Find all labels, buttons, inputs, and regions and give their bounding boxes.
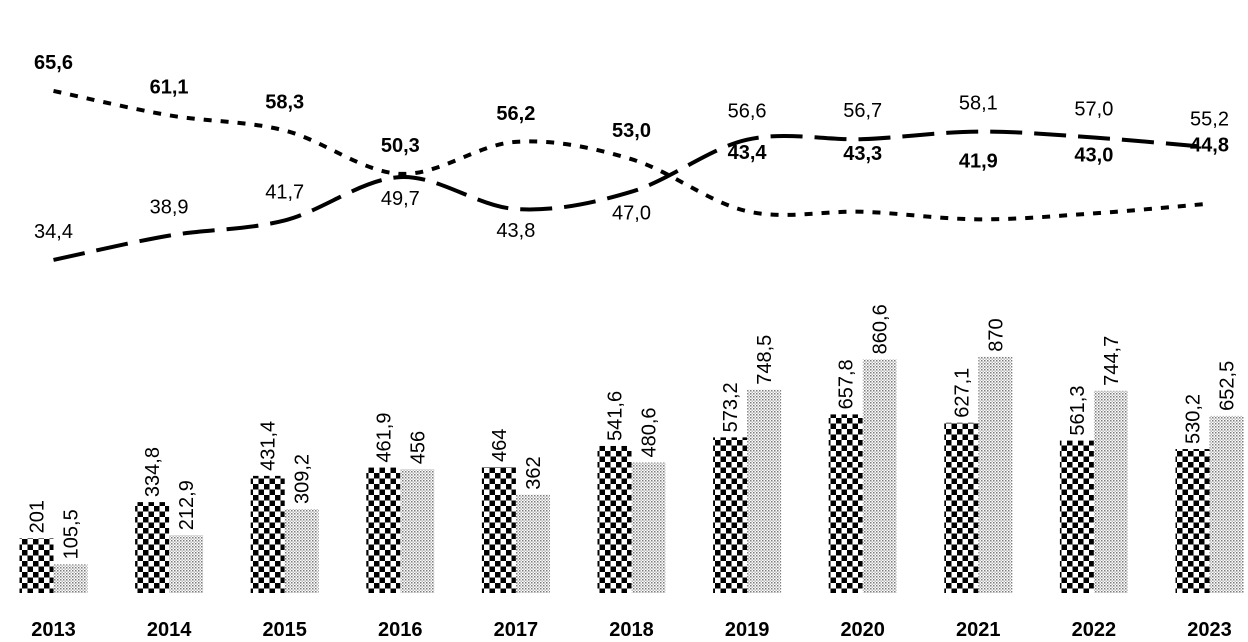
line-value-label: 34,4 <box>34 221 73 243</box>
bar-value-label: 464 <box>489 429 511 462</box>
bar-series-1-2016 <box>366 467 401 593</box>
bar-series-2-2022 <box>1093 390 1128 593</box>
bar-series-1-2014 <box>135 502 170 593</box>
bar-value-label: 334,8 <box>142 447 164 497</box>
bar-value-label: 461,9 <box>373 413 395 463</box>
category-label: 2018 <box>609 619 654 641</box>
bar-series-2-2018 <box>631 462 666 593</box>
line-value-label: 53,0 <box>612 120 651 142</box>
bar-value-label: 105,5 <box>61 509 83 559</box>
bar-series-1-2013 <box>19 538 54 593</box>
bar-series-1-2018 <box>597 445 632 593</box>
category-label: 2016 <box>378 619 423 641</box>
bar-value-label: 309,2 <box>292 454 314 504</box>
bar-value-label: 860,6 <box>870 304 892 354</box>
line-value-label: 41,7 <box>265 181 304 203</box>
bar-value-label: 870 <box>985 318 1007 351</box>
bar-value-label: 456 <box>407 431 429 464</box>
line-value-label: 43,4 <box>728 142 768 164</box>
line-value-label: 56,6 <box>728 101 767 123</box>
line-value-label: 61,1 <box>150 76 189 98</box>
bar-value-label: 541,6 <box>605 391 627 441</box>
line-value-label: 56,7 <box>843 100 882 122</box>
bar-series-2-2017 <box>515 494 550 593</box>
line-value-label: 38,9 <box>150 197 189 219</box>
category-label: 2013 <box>31 619 76 641</box>
category-label: 2019 <box>725 619 770 641</box>
bar-value-label: 748,5 <box>754 335 776 385</box>
line-value-label: 43,3 <box>843 143 882 165</box>
bar-series-1-2019 <box>713 437 748 593</box>
line-series-2 <box>53 88 1210 222</box>
bar-value-label: 362 <box>523 456 545 489</box>
bar-series-1-2017 <box>481 467 516 593</box>
bar-value-label: 744,7 <box>1101 336 1123 386</box>
bar-value-label: 201 <box>27 500 49 533</box>
bar-series-1-2015 <box>250 475 285 593</box>
line-value-label: 58,1 <box>959 93 998 115</box>
line-value-label: 58,3 <box>265 91 304 113</box>
line-value-label: 55,2 <box>1190 108 1229 130</box>
bar-series-2-2023 <box>1209 415 1244 593</box>
bar-series-2-2016 <box>400 469 435 593</box>
bar-value-label: 652,5 <box>1217 361 1239 411</box>
line-series-1 <box>53 129 1210 262</box>
category-label: 2014 <box>147 619 192 641</box>
bar-series-2-2014 <box>169 535 204 593</box>
category-label: 2021 <box>956 619 1001 641</box>
line-value-label: 41,9 <box>959 150 998 172</box>
bar-series-1-2021 <box>944 422 979 593</box>
line-value-label: 56,2 <box>496 103 535 125</box>
bar-value-label: 657,8 <box>836 359 858 409</box>
line-value-label: 43,0 <box>1074 144 1113 166</box>
bar-series-1-2020 <box>828 414 863 593</box>
bar-series-2-2015 <box>284 509 319 593</box>
line-value-label: 44,8 <box>1190 135 1229 157</box>
bar-value-label: 530,2 <box>1183 394 1205 444</box>
bar-series-2-2019 <box>747 389 782 593</box>
line-value-label: 57,0 <box>1074 99 1113 121</box>
category-label: 2017 <box>494 619 539 641</box>
bar-value-label: 561,3 <box>1067 386 1089 436</box>
category-label: 2020 <box>840 619 885 641</box>
line-value-label: 49,7 <box>381 188 420 210</box>
bar-value-label: 431,4 <box>258 421 280 471</box>
line-value-label: 50,3 <box>381 135 420 157</box>
bar-series-2-2021 <box>978 356 1013 593</box>
bar-series-2-2020 <box>862 359 897 593</box>
bar-series-1-2023 <box>1175 449 1210 593</box>
bar-value-label: 627,1 <box>951 368 973 418</box>
category-label: 2022 <box>1072 619 1117 641</box>
category-label: 2015 <box>262 619 307 641</box>
bar-value-label: 573,2 <box>720 382 742 432</box>
bar-value-label: 212,9 <box>176 480 198 530</box>
bar-series-2-2013 <box>53 564 88 593</box>
line-value-label: 47,0 <box>612 203 651 225</box>
line-value-label: 43,8 <box>496 220 535 242</box>
bar-value-label: 480,6 <box>639 407 661 457</box>
bar-series-1-2022 <box>1059 440 1094 593</box>
line-value-label: 65,6 <box>34 52 73 74</box>
category-label: 2023 <box>1187 619 1232 641</box>
